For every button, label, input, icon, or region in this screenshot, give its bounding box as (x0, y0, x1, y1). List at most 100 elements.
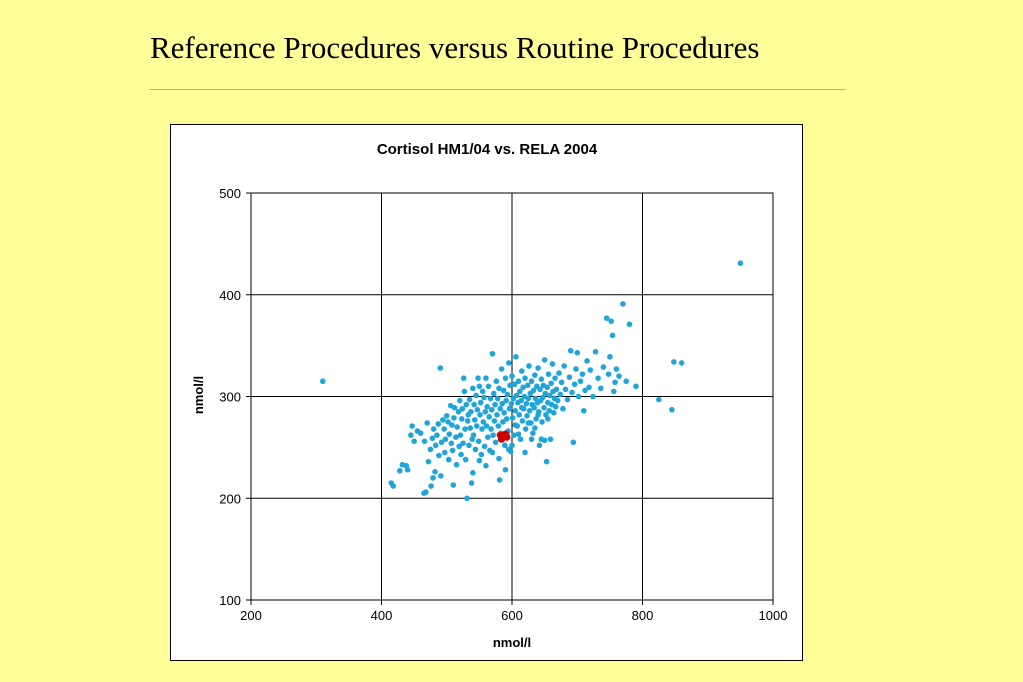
data-point (470, 432, 477, 438)
data-point (417, 430, 424, 436)
data-point (597, 385, 604, 392)
data-point (424, 420, 430, 426)
data-point (458, 416, 465, 422)
data-point (502, 442, 508, 449)
data-point (503, 397, 509, 404)
data-point (526, 363, 532, 369)
data-point (499, 400, 506, 407)
data-point (539, 419, 545, 425)
data-point (495, 423, 502, 429)
data-point (390, 483, 397, 489)
data-point (443, 413, 450, 419)
data-point (453, 461, 460, 468)
data-point (483, 462, 489, 469)
data-point (464, 495, 470, 502)
y-tick-label: 300 (219, 390, 241, 405)
data-point (570, 439, 577, 446)
slide-title: Reference Procedures versus Routine Proc… (150, 30, 760, 65)
data-point (476, 383, 483, 390)
data-point (492, 401, 498, 408)
data-point (502, 375, 509, 381)
data-point (564, 396, 571, 403)
data-point (567, 347, 574, 354)
data-point (575, 393, 582, 400)
data-point (535, 412, 541, 418)
x-tick-label: 800 (632, 608, 654, 623)
data-point (491, 418, 498, 424)
data-point (463, 401, 470, 408)
data-point (511, 432, 517, 438)
data-point (522, 375, 528, 381)
data-point (508, 400, 515, 407)
data-point (610, 388, 617, 395)
data-point (482, 408, 489, 415)
data-point (536, 442, 543, 449)
data-point (503, 416, 510, 422)
data-point (462, 426, 468, 432)
data-point (669, 406, 675, 413)
data-point (472, 417, 478, 423)
data-point (474, 406, 481, 413)
data-point (530, 387, 537, 394)
data-point (612, 379, 618, 386)
data-point (507, 382, 513, 389)
data-point (462, 456, 469, 463)
y-axis-label: nmol/l (191, 376, 206, 414)
data-point (496, 477, 503, 483)
reference-point (503, 433, 511, 441)
data-point (545, 371, 552, 377)
data-point (456, 443, 462, 450)
data-point (434, 432, 440, 438)
data-point (571, 381, 578, 388)
data-point (461, 388, 468, 395)
data-point (464, 418, 471, 424)
data-point (473, 392, 479, 399)
data-point (435, 421, 442, 427)
data-point (528, 378, 535, 385)
y-tick-label: 500 (219, 186, 241, 201)
data-point (454, 424, 460, 430)
title-divider (149, 89, 846, 90)
data-point (543, 458, 550, 465)
data-point (573, 366, 579, 372)
data-point (455, 408, 462, 415)
data-point (554, 397, 561, 404)
data-point (490, 390, 497, 397)
data-point (446, 431, 453, 437)
data-point (411, 438, 417, 445)
data-point (616, 373, 622, 379)
x-tick-label: 200 (240, 608, 262, 623)
data-point (430, 426, 437, 432)
data-point (460, 375, 467, 381)
data-point (396, 467, 403, 474)
data-point (484, 403, 491, 410)
data-point (541, 437, 548, 444)
data-point (609, 332, 616, 339)
data-point (502, 466, 509, 473)
data-point (522, 426, 529, 432)
data-point (504, 391, 511, 398)
data-point (531, 404, 537, 411)
data-point (496, 455, 502, 462)
data-point (457, 397, 463, 404)
data-point (517, 388, 523, 395)
data-point (451, 415, 457, 421)
data-point (442, 436, 449, 443)
data-point (497, 405, 504, 412)
data-point (513, 354, 519, 360)
data-point (528, 436, 535, 443)
data-point (476, 457, 483, 464)
data-point (448, 440, 455, 447)
data-points (319, 260, 744, 502)
data-point (486, 414, 492, 420)
data-point (466, 442, 472, 449)
data-point (478, 451, 485, 458)
data-point (466, 396, 473, 403)
data-point (459, 405, 466, 412)
data-point (479, 388, 486, 395)
data-point (511, 381, 518, 388)
data-point (509, 442, 515, 449)
data-point (541, 357, 548, 363)
data-point (542, 390, 549, 397)
data-point (432, 468, 438, 475)
